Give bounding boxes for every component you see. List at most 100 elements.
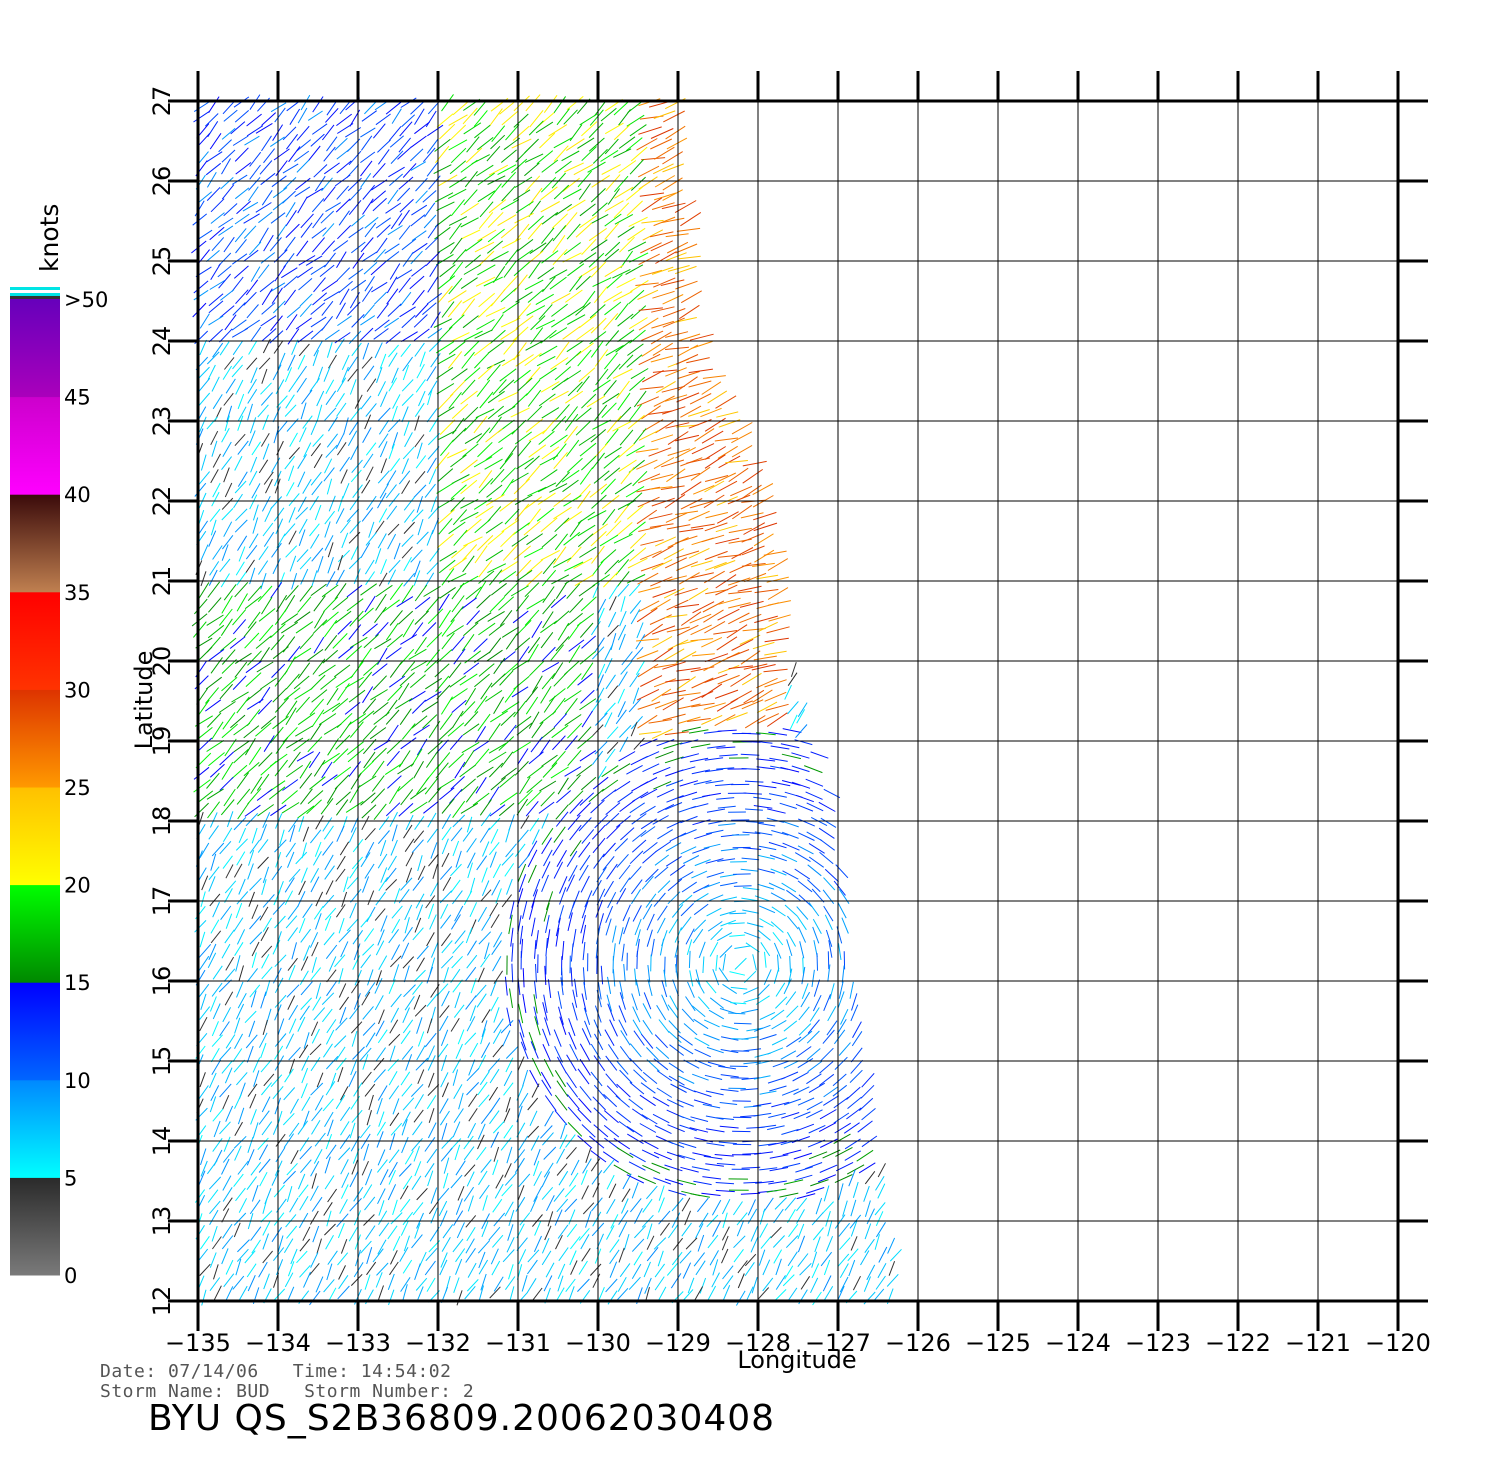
- wind-vector: [273, 1247, 285, 1262]
- wind-vector: [272, 558, 281, 575]
- wind-vector: [336, 855, 346, 870]
- wind-vector: [463, 406, 479, 422]
- wind-vector: [389, 1133, 396, 1151]
- wind-vector: [500, 223, 519, 239]
- wind-vector: [299, 1264, 311, 1278]
- wind-vector: [220, 637, 237, 652]
- wind-vector: [414, 415, 420, 431]
- wind-vector: [397, 187, 411, 202]
- wind-vector: [271, 287, 283, 304]
- wind-vector: [377, 1239, 387, 1255]
- wind-vector: [362, 198, 374, 215]
- wind-vector: [249, 1093, 257, 1109]
- wind-vector: [541, 159, 559, 173]
- wind-vector: [498, 736, 515, 751]
- wind-vector: [493, 970, 504, 984]
- wind-vector: [582, 941, 586, 961]
- wind-vector: [450, 1174, 463, 1189]
- wind-vector: [348, 689, 366, 703]
- wind-vector: [388, 1161, 398, 1178]
- wind-vector: [770, 1226, 782, 1239]
- wind-vector: [677, 692, 701, 697]
- wind-vector: [515, 249, 534, 262]
- wind-vector: [427, 1122, 437, 1139]
- wind-vector: [766, 1188, 787, 1193]
- wind-vector: [398, 209, 410, 226]
- wind-vector: [345, 676, 364, 689]
- wind-vector: [375, 1020, 385, 1037]
- wind-vector: [460, 277, 478, 290]
- wind-vector: [198, 943, 212, 958]
- wind-vector: [210, 657, 223, 674]
- wind-vector: [470, 978, 477, 994]
- wind-vector: [791, 765, 810, 773]
- wind-vector: [289, 824, 296, 843]
- wind-vector: [788, 1223, 799, 1238]
- wind-vector: [463, 662, 480, 675]
- wind-vector: [758, 1142, 777, 1147]
- wind-vector: [665, 512, 688, 523]
- wind-vector: [324, 162, 340, 175]
- wind-vector: [499, 452, 514, 470]
- wind-vector: [551, 315, 569, 328]
- wind-vector: [371, 775, 385, 792]
- wind-vector: [377, 139, 391, 153]
- wind-vector: [522, 968, 525, 988]
- wind-vector: [274, 607, 288, 625]
- wind-vector: [542, 1132, 554, 1146]
- wind-vector: [526, 790, 542, 807]
- wind-vector: [452, 940, 464, 954]
- wind-vector: [567, 199, 586, 212]
- wind-vector: [337, 315, 352, 327]
- wind-vector: [219, 840, 232, 855]
- wind-vector: [504, 249, 519, 266]
- wind-vector: [281, 621, 298, 634]
- wind-vector: [529, 1069, 540, 1088]
- wind-vector: [808, 856, 824, 868]
- wind-vector: [541, 1171, 551, 1188]
- wind-vector: [272, 1119, 281, 1135]
- wind-vector: [478, 1094, 490, 1108]
- wind-vector: [820, 1251, 832, 1267]
- wind-vector: [631, 1182, 639, 1199]
- wind-vector: [460, 778, 476, 792]
- wind-vector: [474, 580, 487, 599]
- wind-vector: [670, 1273, 682, 1289]
- wind-vector: [731, 444, 753, 458]
- wind-vector: [570, 943, 574, 962]
- wind-vector: [223, 1273, 235, 1288]
- wind-vector: [656, 1087, 673, 1098]
- wind-vector: [401, 723, 416, 740]
- wind-vector: [860, 1250, 870, 1266]
- wind-vector: [730, 673, 752, 687]
- wind-vector: [427, 1084, 440, 1096]
- wind-vector: [351, 342, 362, 357]
- wind-vector: [218, 979, 232, 993]
- wind-vector: [838, 981, 844, 999]
- wind-vector: [505, 1057, 514, 1073]
- wind-vector: [573, 557, 593, 569]
- wind-vector: [654, 1034, 668, 1049]
- wind-vector: [359, 1124, 371, 1139]
- wind-vector: [616, 1060, 629, 1075]
- wind-vector: [363, 634, 379, 649]
- wind-vector: [705, 512, 729, 519]
- wind-vector: [775, 1275, 786, 1290]
- wind-vector: [608, 611, 617, 628]
- wind-vector: [714, 1154, 734, 1157]
- wind-vector: [255, 635, 272, 649]
- wind-vector: [688, 729, 709, 734]
- wind-vector: [299, 1137, 310, 1152]
- wind-vector: [218, 701, 236, 713]
- wind-vector: [313, 164, 328, 178]
- wind-vector: [712, 1259, 719, 1276]
- wind-vector: [691, 870, 708, 879]
- wind-vector: [664, 956, 666, 975]
- wind-vector: [789, 955, 791, 973]
- wind-vector: [440, 1147, 453, 1162]
- wind-vector: [688, 409, 710, 417]
- wind-vector: [674, 317, 697, 323]
- wind-vector: [616, 888, 627, 905]
- wind-vector: [477, 535, 494, 551]
- wind-vector: [441, 990, 450, 1007]
